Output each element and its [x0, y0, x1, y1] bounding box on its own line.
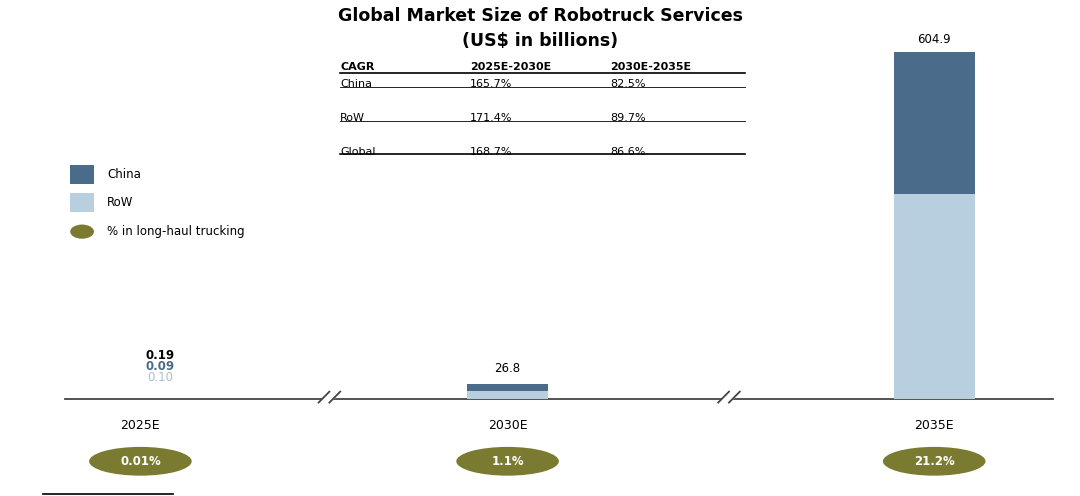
Bar: [468, 391, 549, 399]
Bar: [894, 194, 975, 399]
Text: 248.0: 248.0: [916, 117, 953, 130]
Text: 1.1%: 1.1%: [491, 455, 524, 468]
Text: 168.7%: 168.7%: [470, 147, 512, 157]
Text: 2025E-2030E: 2025E-2030E: [470, 62, 551, 72]
Text: % in long-haul trucking: % in long-haul trucking: [107, 225, 244, 238]
Text: Global Market Size of Robotruck Services: Global Market Size of Robotruck Services: [337, 7, 743, 25]
Text: 0.19: 0.19: [146, 349, 174, 362]
Text: 171.4%: 171.4%: [470, 113, 512, 123]
Text: CAGR: CAGR: [340, 62, 375, 72]
Text: 2030E-2035E: 2030E-2035E: [610, 62, 691, 72]
Text: Global: Global: [340, 147, 376, 157]
Text: 82.5%: 82.5%: [610, 79, 646, 89]
Bar: [70, 165, 94, 184]
Text: China: China: [107, 168, 140, 181]
Text: 21.2%: 21.2%: [914, 455, 955, 468]
Text: 356.9: 356.9: [917, 290, 951, 304]
Ellipse shape: [883, 447, 986, 476]
Bar: [894, 52, 975, 194]
Ellipse shape: [70, 225, 94, 239]
Text: RoW: RoW: [340, 113, 365, 123]
Bar: [468, 384, 549, 391]
Ellipse shape: [456, 447, 559, 476]
Text: 26.8: 26.8: [495, 362, 521, 375]
Text: (US$ in billions): (US$ in billions): [462, 32, 618, 50]
Text: China: China: [340, 79, 373, 89]
Text: RoW: RoW: [107, 196, 133, 209]
Text: 0.10: 0.10: [147, 371, 173, 384]
Text: 14.5: 14.5: [476, 390, 498, 400]
Text: 2035E: 2035E: [915, 419, 954, 432]
Text: 0.09: 0.09: [146, 360, 174, 373]
Text: 89.7%: 89.7%: [610, 113, 646, 123]
Text: 0.01%: 0.01%: [120, 455, 161, 468]
Text: 165.7%: 165.7%: [470, 79, 512, 89]
Text: 2025E: 2025E: [121, 419, 160, 432]
Ellipse shape: [90, 447, 192, 476]
Text: 86.6%: 86.6%: [610, 147, 646, 157]
Text: 12.3: 12.3: [517, 382, 539, 392]
Text: 604.9: 604.9: [917, 33, 951, 46]
Text: 2030E: 2030E: [488, 419, 527, 432]
Bar: [70, 193, 94, 212]
